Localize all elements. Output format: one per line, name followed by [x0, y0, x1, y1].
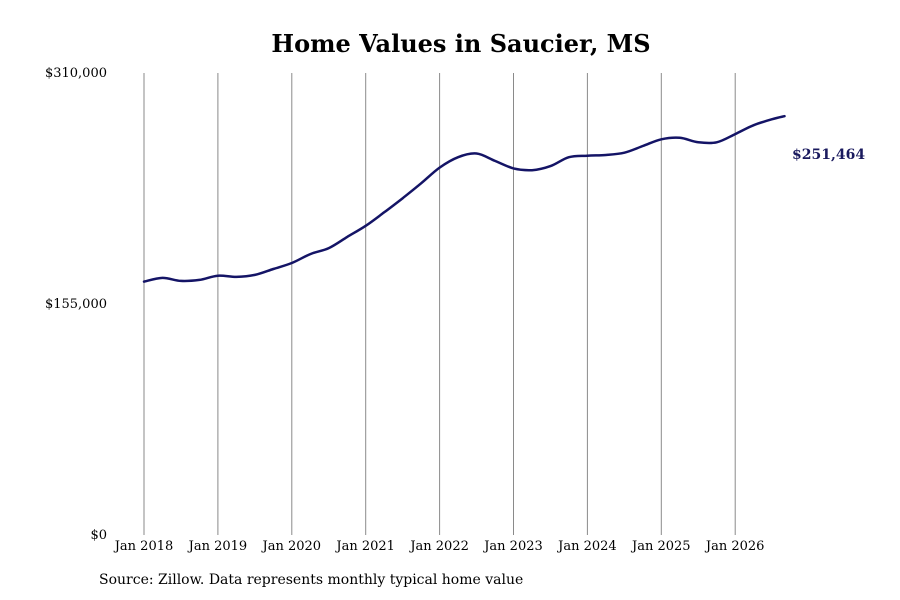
y-tick-label: $155,000 [45, 297, 107, 312]
x-tick-label: Jan 2025 [630, 539, 691, 554]
home-value-line [142, 114, 786, 283]
vertical-gridlines [143, 73, 736, 535]
x-tick-label: Jan 2019 [187, 539, 248, 554]
x-tick-label: Jan 2023 [482, 539, 543, 554]
chart-title: Home Values in Saucier, MS [271, 29, 650, 58]
series-layer [142, 114, 786, 283]
y-tick-label: $0 [90, 528, 107, 543]
y-tick-label: $310,000 [45, 66, 107, 81]
source-note: Source: Zillow. Data represents monthly … [99, 572, 524, 588]
x-tick-label: Jan 2021 [334, 539, 395, 554]
y-axis-ticks: $0 $155,000 $310,000 [45, 66, 107, 543]
x-tick-label: Jan 2026 [704, 539, 765, 554]
x-tick-label: Jan 2018 [113, 539, 174, 554]
end-value-label: $251,464 [792, 147, 865, 163]
x-tick-label: Jan 2024 [556, 539, 617, 554]
x-tick-label: Jan 2020 [261, 539, 322, 554]
x-axis-ticks: Jan 2018 Jan 2019 Jan 2020 Jan 2021 Jan 2022… [113, 539, 765, 554]
x-tick-label: Jan 2022 [408, 539, 469, 554]
